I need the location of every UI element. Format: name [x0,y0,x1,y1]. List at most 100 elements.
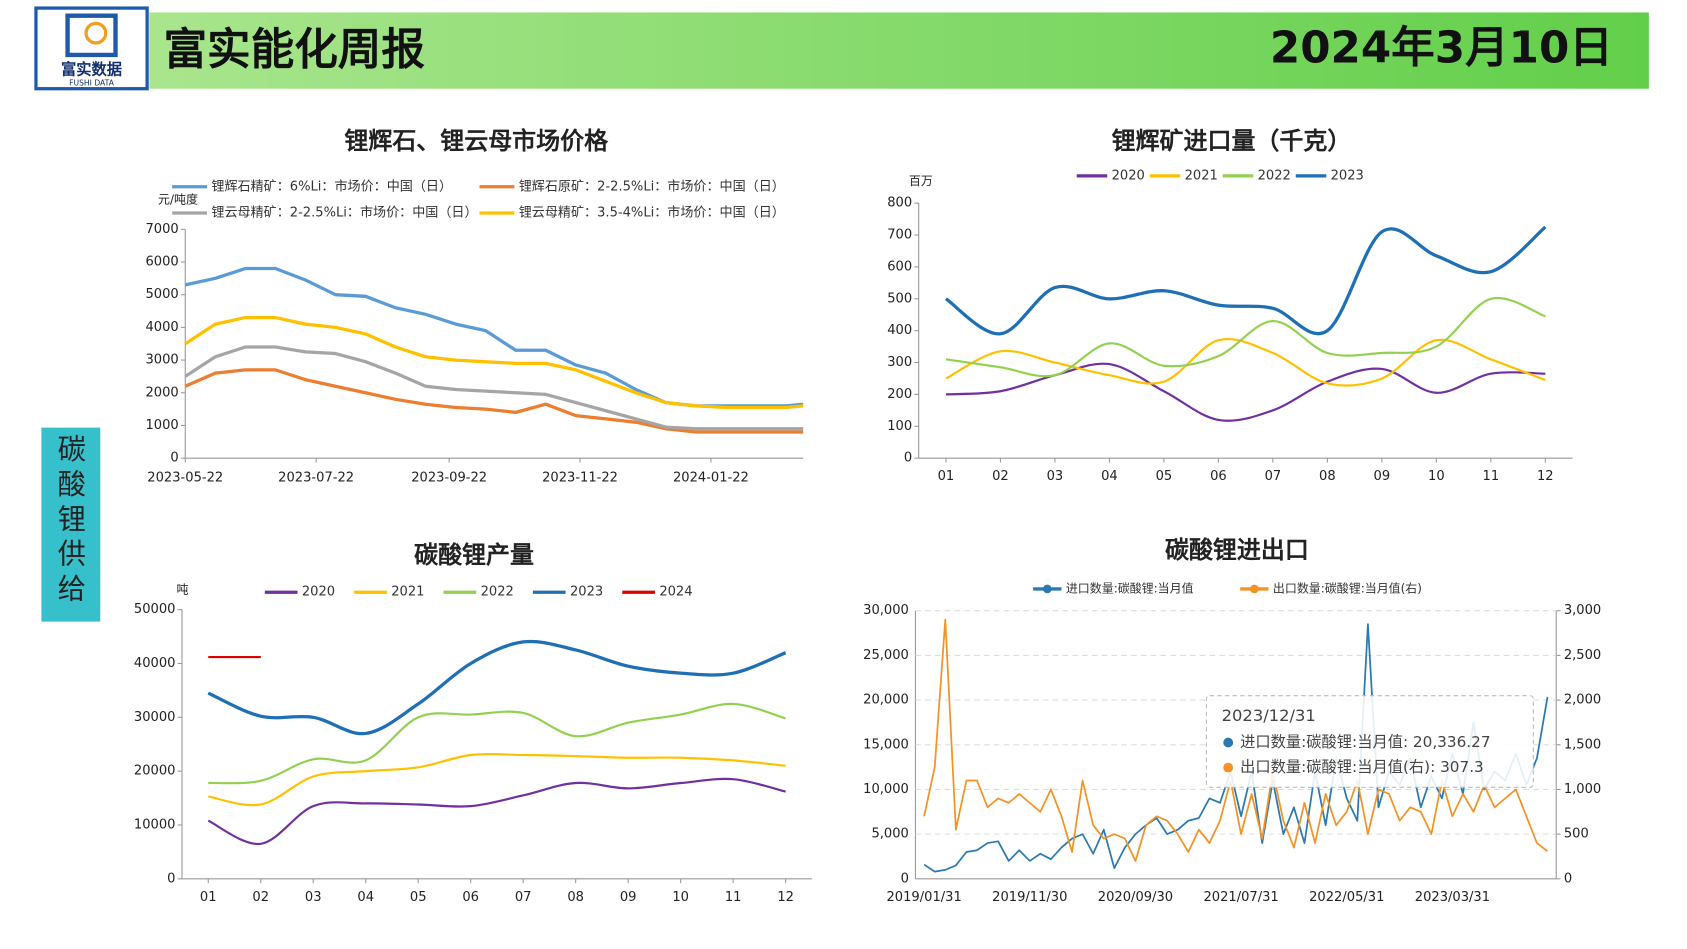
legend-dot [1249,584,1259,594]
tooltip-row: 进口数量:碳酸锂:当月值: 20,336.27 [1240,733,1490,751]
y-tick-label: 2000 [145,385,178,400]
y-tick-label: 0 [167,871,175,886]
y-tick-label: 5,000 [871,827,908,842]
series-line [184,345,804,431]
legend-dot [1042,584,1052,594]
legend-label: 出口数量:碳酸锂:当月值(右) [1273,580,1422,595]
legend-label: 进口数量:碳酸锂:当月值 [1066,580,1194,595]
y-tick-label: 50000 [134,602,176,617]
x-tick-label: 2020/09/30 [1098,890,1173,905]
x-tick-label: 06 [462,890,479,905]
x-tick-label: 12 [777,890,794,905]
chart-title: 锂辉石、锂云母市场价格 [344,127,609,155]
x-tick-label: 02 [252,890,269,905]
legend-label: 锂云母精矿：3.5-4%Li：市场价：中国（日） [519,204,785,220]
report-date: 2024年3月10日 [1270,24,1613,74]
y-tick-label: 4000 [145,320,178,335]
y-tick-label: 15,000 [863,737,909,752]
y-tick-label: 10,000 [863,782,909,797]
legend-label: 2020 [1112,168,1145,183]
legend-label: 2020 [302,585,335,600]
series-line [944,225,1547,336]
x-tick-label: 2024-01-22 [673,470,749,485]
x-tick-label: 12 [1537,469,1554,484]
tooltip-row: 出口数量:碳酸锂:当月值(右): 307.3 [1240,758,1484,776]
x-tick-label: 03 [305,890,322,905]
x-tick-label: 2023-11-22 [542,470,618,485]
x-tick-label: 02 [992,469,1009,484]
series-line [184,266,804,408]
legend-label: 2022 [1258,168,1291,183]
x-tick-label: 09 [620,890,637,905]
x-tick-label: 10 [1428,469,1445,484]
y-tick-label: 300 [887,355,912,370]
report-title: 富实能化周报 [163,26,425,76]
logo-box [34,6,149,91]
x-tick-label: 05 [410,890,427,905]
y-tick-label: 700 [887,228,912,243]
legend-label: 2023 [1331,168,1364,183]
y-tick-label: 1000 [145,418,178,433]
x-tick-label: 2023-05-22 [147,470,223,485]
series-line [184,315,804,410]
y2-tick-label: 500 [1564,827,1589,842]
y-tick-label: 800 [887,196,912,211]
y-tick-label: 30,000 [863,603,909,618]
y-tick-label: 25,000 [863,648,909,663]
x-tick-label: 01 [200,890,217,905]
x-tick-label: 07 [1265,469,1282,484]
side-label: 碳酸锂供给 [53,434,86,608]
legend-label: 2024 [659,585,692,600]
series-line [208,702,786,785]
y-tick-label: 3000 [145,353,178,368]
series-line [945,296,1546,378]
x-tick-label: 11 [725,890,742,905]
y-tick-label: 600 [887,259,912,274]
y-tick-label: 5000 [145,287,178,302]
logo-text: 富实数据 [61,61,122,79]
x-tick-label: 08 [567,890,584,905]
x-tick-label: 2023-09-22 [411,470,487,485]
y-axis-label: 百万 [909,174,933,188]
legend-label: 2022 [481,585,514,600]
y-tick-label: 0 [901,871,909,886]
x-tick-label: 04 [357,890,374,905]
y-tick-label: 30000 [134,710,176,725]
legend-label: 2023 [570,585,603,600]
series-line [945,338,1546,387]
header-bar [149,12,1649,89]
x-tick-label: 03 [1047,469,1064,484]
x-tick-label: 2023/03/31 [1415,890,1490,905]
x-tick-label: 10 [672,890,689,905]
y-tick-label: 200 [887,387,912,402]
chart-title: 碳酸锂进出口 [1165,536,1309,564]
y-tick-label: 7000 [145,222,178,237]
legend-label: 锂云母精矿：2-2.5%Li：市场价：中国（日） [211,204,477,220]
x-tick-label: 01 [938,469,955,484]
legend-label: 2021 [1185,168,1218,183]
legend-label: 锂辉石精矿：6%Li：市场价：中国（日） [211,178,452,194]
x-tick-label: 07 [515,890,532,905]
y-tick-label: 500 [887,291,912,306]
x-tick-label: 08 [1319,469,1336,484]
legend-label: 2021 [391,585,424,600]
y-axis-label: 元/吨度 [158,191,198,206]
x-tick-label: 2023-07-22 [278,470,354,485]
series-line [208,752,786,807]
x-tick-label: 11 [1483,469,1500,484]
y-tick-label: 6000 [145,254,178,269]
x-tick-label: 2019/11/30 [992,890,1067,905]
x-tick-label: 04 [1101,469,1118,484]
chart-title: 碳酸锂产量 [414,541,534,569]
x-tick-label: 06 [1210,469,1227,484]
x-tick-label: 2021/07/31 [1203,890,1278,905]
y2-tick-label: 3,000 [1564,603,1601,618]
logo-icon-dot [84,21,108,45]
chart-title: 锂辉矿进口量（千克） [1112,127,1352,155]
y-tick-label: 20000 [134,764,176,779]
series-line [207,639,787,736]
tooltip-dot [1223,762,1234,773]
tooltip-box [1205,695,1534,788]
y-tick-label: 100 [887,419,912,434]
